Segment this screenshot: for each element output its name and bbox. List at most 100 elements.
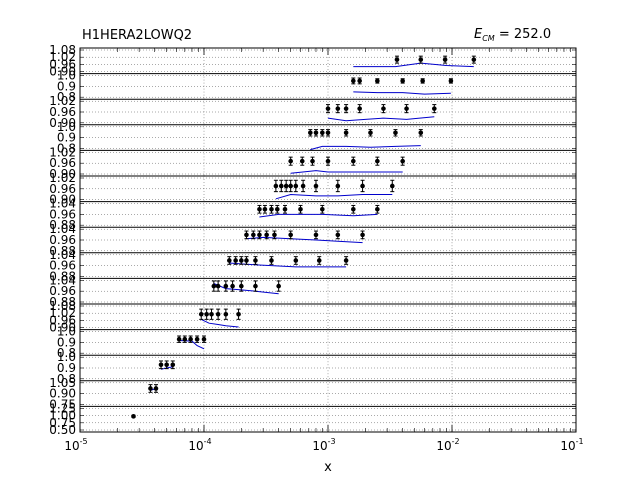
panel-9: 0.880.961.04	[49, 248, 577, 283]
data-point	[320, 130, 325, 136]
y-tick-label: 1.02	[49, 94, 76, 108]
y-tick-label: 1.0	[57, 120, 76, 134]
y-tick-label: 0.50	[49, 423, 76, 437]
y-tick-label: 1.02	[49, 145, 76, 159]
data-point	[298, 206, 303, 212]
y-tick-label: 0.96	[49, 57, 76, 71]
x-axis-label: x	[324, 460, 332, 475]
data-point	[381, 106, 386, 111]
data-point	[375, 206, 380, 212]
data-point	[257, 206, 262, 212]
data-point	[257, 232, 262, 238]
panel-4: 0.80.91.0	[57, 120, 577, 155]
x-tick-base: 10	[312, 439, 327, 453]
y-tick-label: 0.90	[49, 387, 76, 401]
x-tick-base: 10	[188, 439, 203, 453]
y-tick-label: 0.96	[49, 156, 76, 170]
data-point	[360, 232, 365, 238]
data-point	[176, 336, 182, 342]
data-point	[264, 232, 269, 238]
y-tick-label: 1.08	[49, 299, 76, 313]
data-point	[194, 336, 200, 342]
y-tick-label: 1.04	[49, 197, 76, 211]
data-point	[368, 130, 373, 136]
data-point	[223, 283, 229, 289]
y-tick-label: 0.96	[49, 259, 76, 273]
data-point	[211, 283, 217, 289]
data-point	[357, 78, 362, 84]
data-point	[308, 130, 313, 136]
data-point	[233, 258, 238, 263]
data-point	[325, 106, 331, 111]
data-point	[335, 232, 341, 238]
panel-8: 0.880.961.04	[49, 222, 577, 258]
data-point	[432, 106, 437, 111]
data-point	[239, 283, 244, 289]
data-point	[393, 130, 398, 136]
data-point	[316, 258, 322, 263]
data-point	[282, 206, 288, 212]
x-tick-label: 10-2	[436, 437, 459, 453]
y-tick-label: 1.08	[49, 43, 76, 57]
data-point	[418, 57, 424, 62]
y-tick-label: 1.04	[49, 248, 76, 262]
data-point	[204, 311, 209, 317]
data-point	[164, 362, 169, 368]
y-tick-label: 0.96	[49, 313, 76, 327]
data-point	[288, 183, 293, 189]
y-tick-label: 1.0	[57, 350, 76, 364]
theory-line	[310, 145, 421, 151]
data-point	[244, 232, 249, 238]
y-tick-label: 1.0	[57, 325, 76, 339]
data-point	[201, 336, 207, 342]
theory-line	[200, 318, 239, 328]
x-tick-exponent: -3	[328, 437, 336, 446]
y-tick-label: 0.90	[49, 193, 76, 207]
y-tick-label: 1.25	[49, 401, 76, 415]
y-tick-label: 1.02	[49, 306, 76, 320]
y-tick-label: 0.75	[49, 416, 76, 430]
data-point	[230, 283, 235, 289]
y-tick-label: 0.8	[57, 346, 76, 360]
data-point	[400, 158, 405, 164]
y-tick-label: 0.9	[57, 79, 76, 93]
data-point	[335, 106, 341, 111]
x-tick-base: 10	[436, 439, 451, 453]
theory-line	[353, 91, 451, 95]
theory-line	[213, 283, 279, 295]
y-tick-label: 0.8	[57, 90, 76, 104]
data-point	[320, 206, 325, 212]
data-point	[269, 258, 274, 263]
data-point	[299, 158, 305, 164]
data-point	[273, 183, 279, 189]
data-point	[335, 183, 341, 189]
data-point	[343, 106, 349, 111]
annotation-value: = 252.0	[495, 27, 551, 42]
x-tick-label: 10-3	[312, 437, 335, 453]
y-tick-label: 0.9	[57, 131, 76, 145]
x-tick-base: 10	[560, 439, 575, 453]
y-tick-label: 0.9	[57, 361, 76, 375]
data-point	[253, 283, 258, 289]
y-tick-label: 1.04	[49, 273, 76, 287]
y-tick-label: 0.90	[49, 167, 76, 181]
y-tick-label: 0.90	[49, 116, 76, 130]
y-tick-label: 0.90	[49, 321, 76, 335]
data-point	[276, 283, 281, 289]
panel-7: 0.880.961.04	[49, 197, 577, 232]
data-point	[278, 183, 284, 189]
data-point	[404, 106, 409, 111]
panel-1: 0.900.961.021.08	[49, 43, 577, 79]
y-tick-label: 0.96	[49, 284, 76, 298]
y-tick-label: 1.04	[49, 222, 76, 236]
data-point	[375, 158, 380, 164]
y-tick-label: 0.9	[57, 335, 76, 349]
y-tick-label: 0.88	[49, 218, 76, 232]
theory-line	[179, 340, 205, 350]
data-point	[389, 183, 395, 189]
data-point	[215, 311, 221, 317]
data-point	[274, 206, 280, 212]
data-point	[343, 258, 349, 263]
panel-5: 0.900.961.02	[49, 145, 577, 181]
